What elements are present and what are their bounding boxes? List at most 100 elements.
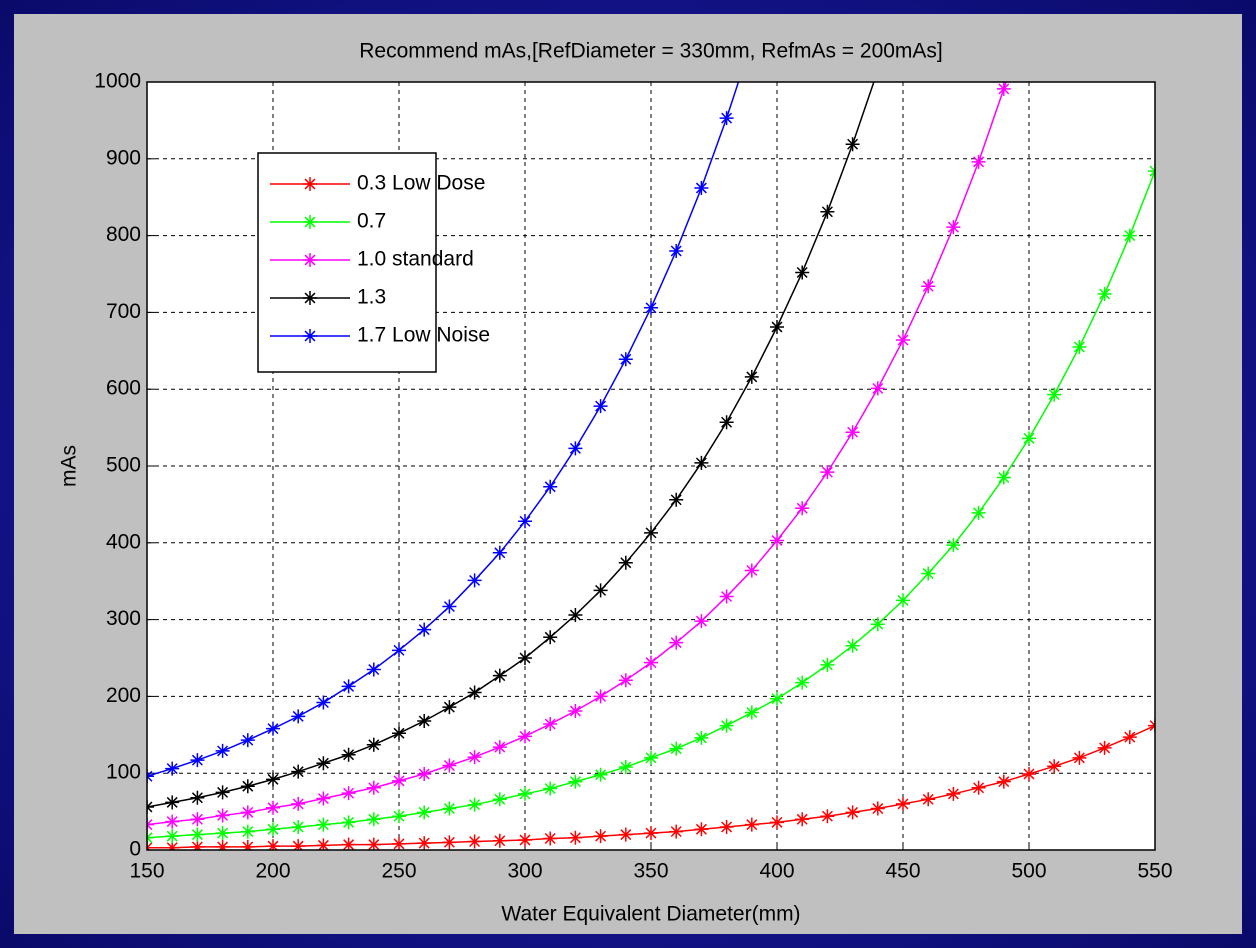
data-point xyxy=(719,111,734,126)
data-point xyxy=(1072,750,1087,765)
legend-marker xyxy=(303,329,317,343)
data-point xyxy=(518,786,532,801)
data-point xyxy=(770,319,784,334)
x-tick-label: 300 xyxy=(507,860,542,883)
data-point xyxy=(593,583,608,598)
data-point xyxy=(492,545,507,560)
data-point xyxy=(341,747,356,762)
data-point xyxy=(366,780,381,795)
data-point xyxy=(820,809,835,824)
data-point xyxy=(240,733,255,748)
data-point xyxy=(215,785,230,800)
x-tick-label: 550 xyxy=(1137,860,1172,883)
data-point xyxy=(316,838,331,850)
data-point xyxy=(442,758,457,773)
data-point xyxy=(820,465,835,480)
data-point xyxy=(644,826,658,841)
data-point xyxy=(190,753,205,768)
data-point xyxy=(467,797,482,812)
data-point xyxy=(518,833,532,848)
data-point xyxy=(845,425,860,440)
y-tick-label: 100 xyxy=(106,761,141,784)
data-point xyxy=(215,808,230,823)
y-tick-label: 0 xyxy=(129,838,141,861)
data-point xyxy=(291,764,306,779)
data-point xyxy=(644,655,658,670)
data-point xyxy=(845,638,860,653)
data-point xyxy=(266,772,280,787)
data-point xyxy=(543,479,558,494)
y-tick-label: 500 xyxy=(106,454,141,477)
data-point xyxy=(291,796,306,811)
legend-marker xyxy=(303,253,317,267)
data-point xyxy=(392,836,406,850)
data-point xyxy=(291,839,306,850)
data-point xyxy=(870,801,885,816)
data-point xyxy=(442,801,457,816)
data-point xyxy=(492,792,507,807)
data-point xyxy=(165,840,180,850)
data-point xyxy=(240,779,255,794)
data-point xyxy=(1097,740,1112,755)
data-point xyxy=(644,750,658,765)
data-point xyxy=(568,441,583,456)
data-point xyxy=(921,566,936,581)
data-point xyxy=(593,829,608,844)
data-point xyxy=(417,622,432,637)
data-point xyxy=(618,555,633,570)
data-point xyxy=(896,796,910,811)
data-point xyxy=(996,774,1011,789)
data-point xyxy=(845,805,860,820)
data-point xyxy=(618,673,633,688)
data-point xyxy=(644,300,658,315)
legend-label: 1.7 Low Noise xyxy=(357,324,490,347)
data-point xyxy=(392,643,406,658)
data-point xyxy=(316,756,331,771)
data-point xyxy=(694,455,709,470)
x-tick-label: 400 xyxy=(759,860,794,883)
data-point xyxy=(971,505,986,520)
data-point xyxy=(543,781,558,796)
data-point xyxy=(1047,759,1062,774)
x-tick-label: 450 xyxy=(885,860,920,883)
y-tick-label: 1000 xyxy=(94,70,141,93)
data-point xyxy=(366,837,381,850)
data-point xyxy=(392,726,406,741)
data-point xyxy=(669,635,684,650)
data-point xyxy=(240,824,255,839)
data-point xyxy=(669,492,684,507)
data-point xyxy=(240,805,255,820)
data-point xyxy=(417,805,432,820)
data-point xyxy=(190,812,205,827)
data-point xyxy=(442,835,457,850)
data-point xyxy=(165,795,180,810)
data-point xyxy=(694,822,709,837)
data-point xyxy=(366,662,381,677)
data-point xyxy=(568,774,583,789)
data-point xyxy=(442,599,457,614)
data-point xyxy=(316,817,331,832)
data-point xyxy=(719,415,734,430)
data-point xyxy=(795,812,810,827)
data-point xyxy=(618,827,633,842)
data-point xyxy=(820,657,835,672)
data-point xyxy=(593,767,608,782)
data-point xyxy=(946,220,961,235)
data-point xyxy=(568,830,583,845)
legend-marker xyxy=(303,215,317,229)
data-point xyxy=(896,333,910,348)
data-point xyxy=(744,369,759,384)
data-point xyxy=(518,729,532,744)
data-point xyxy=(770,533,784,548)
y-tick-label: 700 xyxy=(106,300,141,323)
data-point xyxy=(215,839,230,850)
y-tick-label: 200 xyxy=(106,684,141,707)
series-line xyxy=(147,82,875,808)
data-point xyxy=(618,760,633,775)
legend-marker xyxy=(303,291,317,305)
data-point xyxy=(417,836,432,850)
data-point xyxy=(316,791,331,806)
data-point xyxy=(870,617,885,632)
